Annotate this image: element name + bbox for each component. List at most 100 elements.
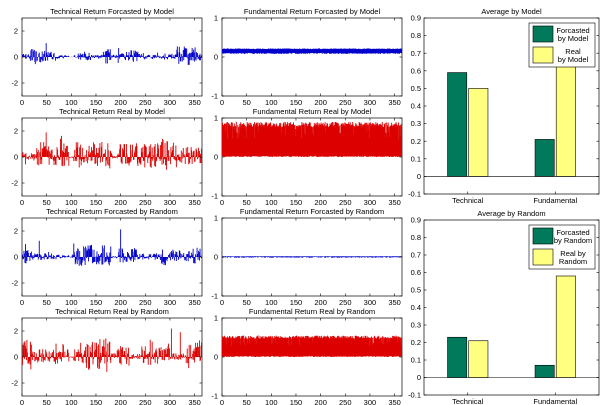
x-tick-label: 300	[164, 198, 177, 207]
legend-label: by Model	[558, 34, 589, 43]
x-tick-label: Fundamental	[533, 196, 577, 205]
x-tick-label: 0	[220, 198, 224, 207]
y-tick-label: 1	[214, 314, 218, 323]
x-tick-label: 100	[265, 198, 278, 207]
x-tick-label: 50	[242, 198, 250, 207]
y-tick-label: 0	[14, 153, 18, 162]
chart-title: Technical Return Real by Random	[55, 307, 169, 316]
y-tick-label: 0	[214, 53, 218, 62]
y-tick-label: 0.2	[411, 338, 421, 347]
x-tick-label: 250	[139, 398, 152, 405]
x-tick-label: 300	[164, 298, 177, 307]
legend-label: by Random	[554, 236, 592, 245]
y-tick-label: 1	[214, 214, 218, 223]
y-tick-label: 0	[214, 153, 218, 162]
y-tick-label: 0.5	[411, 84, 421, 93]
x-tick-label: 150	[290, 98, 303, 107]
x-tick-label: 100	[65, 98, 78, 107]
y-tick-label: -2	[11, 179, 18, 188]
chart-title: Average by Model	[481, 7, 542, 16]
bar	[468, 340, 489, 378]
x-tick-label: 0	[20, 398, 24, 405]
x-tick-label: 200	[114, 198, 127, 207]
x-tick-label: 250	[339, 398, 352, 405]
series-line	[22, 229, 202, 266]
series-line	[222, 256, 402, 258]
y-tick-label: 0.7	[411, 251, 421, 260]
x-tick-label: 50	[242, 398, 250, 405]
x-tick-label: 150	[290, 398, 303, 405]
chart-title: Technical Return Real by Model	[59, 107, 165, 116]
series-line	[22, 132, 202, 170]
x-tick-label: 350	[388, 198, 401, 207]
y-tick-label: -2	[11, 379, 18, 388]
y-tick-label: 2	[14, 27, 18, 36]
bar	[447, 336, 468, 378]
legend-label: Random	[559, 257, 587, 266]
y-tick-label: 0	[417, 172, 421, 181]
x-tick-label: 200	[314, 298, 327, 307]
legend-label: Forcasted	[556, 228, 589, 237]
x-tick-label: Technical	[452, 196, 484, 205]
legend-swatch	[532, 227, 554, 245]
x-tick-label: 300	[164, 398, 177, 405]
y-tick-label: -1	[211, 192, 218, 201]
y-tick-label: 2	[14, 227, 18, 236]
x-tick-label: 200	[114, 398, 127, 405]
x-tick-label: 150	[90, 198, 103, 207]
y-tick-label: 0.7	[411, 49, 421, 58]
series-line	[22, 43, 202, 65]
y-tick-label: -0.1	[408, 190, 421, 199]
y-tick-label: 0.8	[411, 31, 421, 40]
y-tick-label: -2	[11, 79, 18, 88]
x-tick-label: 200	[114, 298, 127, 307]
legend-label: Real	[565, 47, 581, 56]
x-tick-label: 0	[220, 298, 224, 307]
bar-panel-1: -0.1 0 0.1 0.2 0.3 0.4 0.5 0.6 0.7 0.8 0.9 Technica…	[408, 7, 600, 205]
x-tick-label: 350	[388, 298, 401, 307]
x-tick-label: 0	[220, 398, 224, 405]
x-tick-label: 50	[42, 98, 50, 107]
legend-label: by Model	[558, 55, 589, 64]
y-tick-label: 0.4	[411, 102, 421, 111]
x-tick-label: 100	[265, 398, 278, 405]
plot-frame	[221, 317, 403, 397]
x-tick-label: 150	[290, 298, 303, 307]
legend-swatch	[532, 248, 554, 266]
x-tick-label: 350	[188, 398, 201, 405]
x-tick-label: 250	[339, 298, 352, 307]
x-tick-label: 300	[364, 198, 377, 207]
x-tick-label: 250	[139, 198, 152, 207]
x-tick-label: 100	[265, 98, 278, 107]
x-tick-label: 0	[20, 198, 24, 207]
bar	[555, 65, 576, 177]
panel-1: 0 50 100 150 200 250 300 350 -2 0 2 Technical Retur…	[11, 7, 203, 107]
y-tick-label: -1	[211, 392, 218, 401]
y-tick-label: -1	[211, 92, 218, 101]
y-tick-label: 1	[214, 14, 218, 23]
plot-frame	[221, 17, 403, 97]
x-tick-label: 50	[42, 298, 50, 307]
y-tick-label: 0.5	[411, 286, 421, 295]
x-tick-label: 150	[90, 98, 103, 107]
chart-title: Fundamental Return Forcasted by Model	[244, 7, 381, 16]
chart-title: Fundamental Return Real by Random	[249, 307, 375, 316]
x-tick-label: 200	[114, 98, 127, 107]
x-tick-label: 300	[364, 98, 377, 107]
legend-label: Forcasted	[556, 26, 589, 35]
y-tick-label: 0.6	[411, 66, 421, 75]
y-tick-label: 0.3	[411, 119, 421, 128]
x-tick-label: 350	[388, 98, 401, 107]
chart-title: Average by Random	[477, 209, 545, 218]
x-tick-label: 50	[42, 198, 50, 207]
x-tick-label: 150	[90, 398, 103, 405]
y-tick-label: -2	[11, 279, 18, 288]
x-tick-label: 50	[242, 98, 250, 107]
legend-swatch	[532, 46, 554, 64]
x-tick-label: 250	[339, 98, 352, 107]
y-tick-label: 0.2	[411, 137, 421, 146]
x-tick-label: 300	[364, 398, 377, 405]
x-tick-label: 150	[90, 298, 103, 307]
